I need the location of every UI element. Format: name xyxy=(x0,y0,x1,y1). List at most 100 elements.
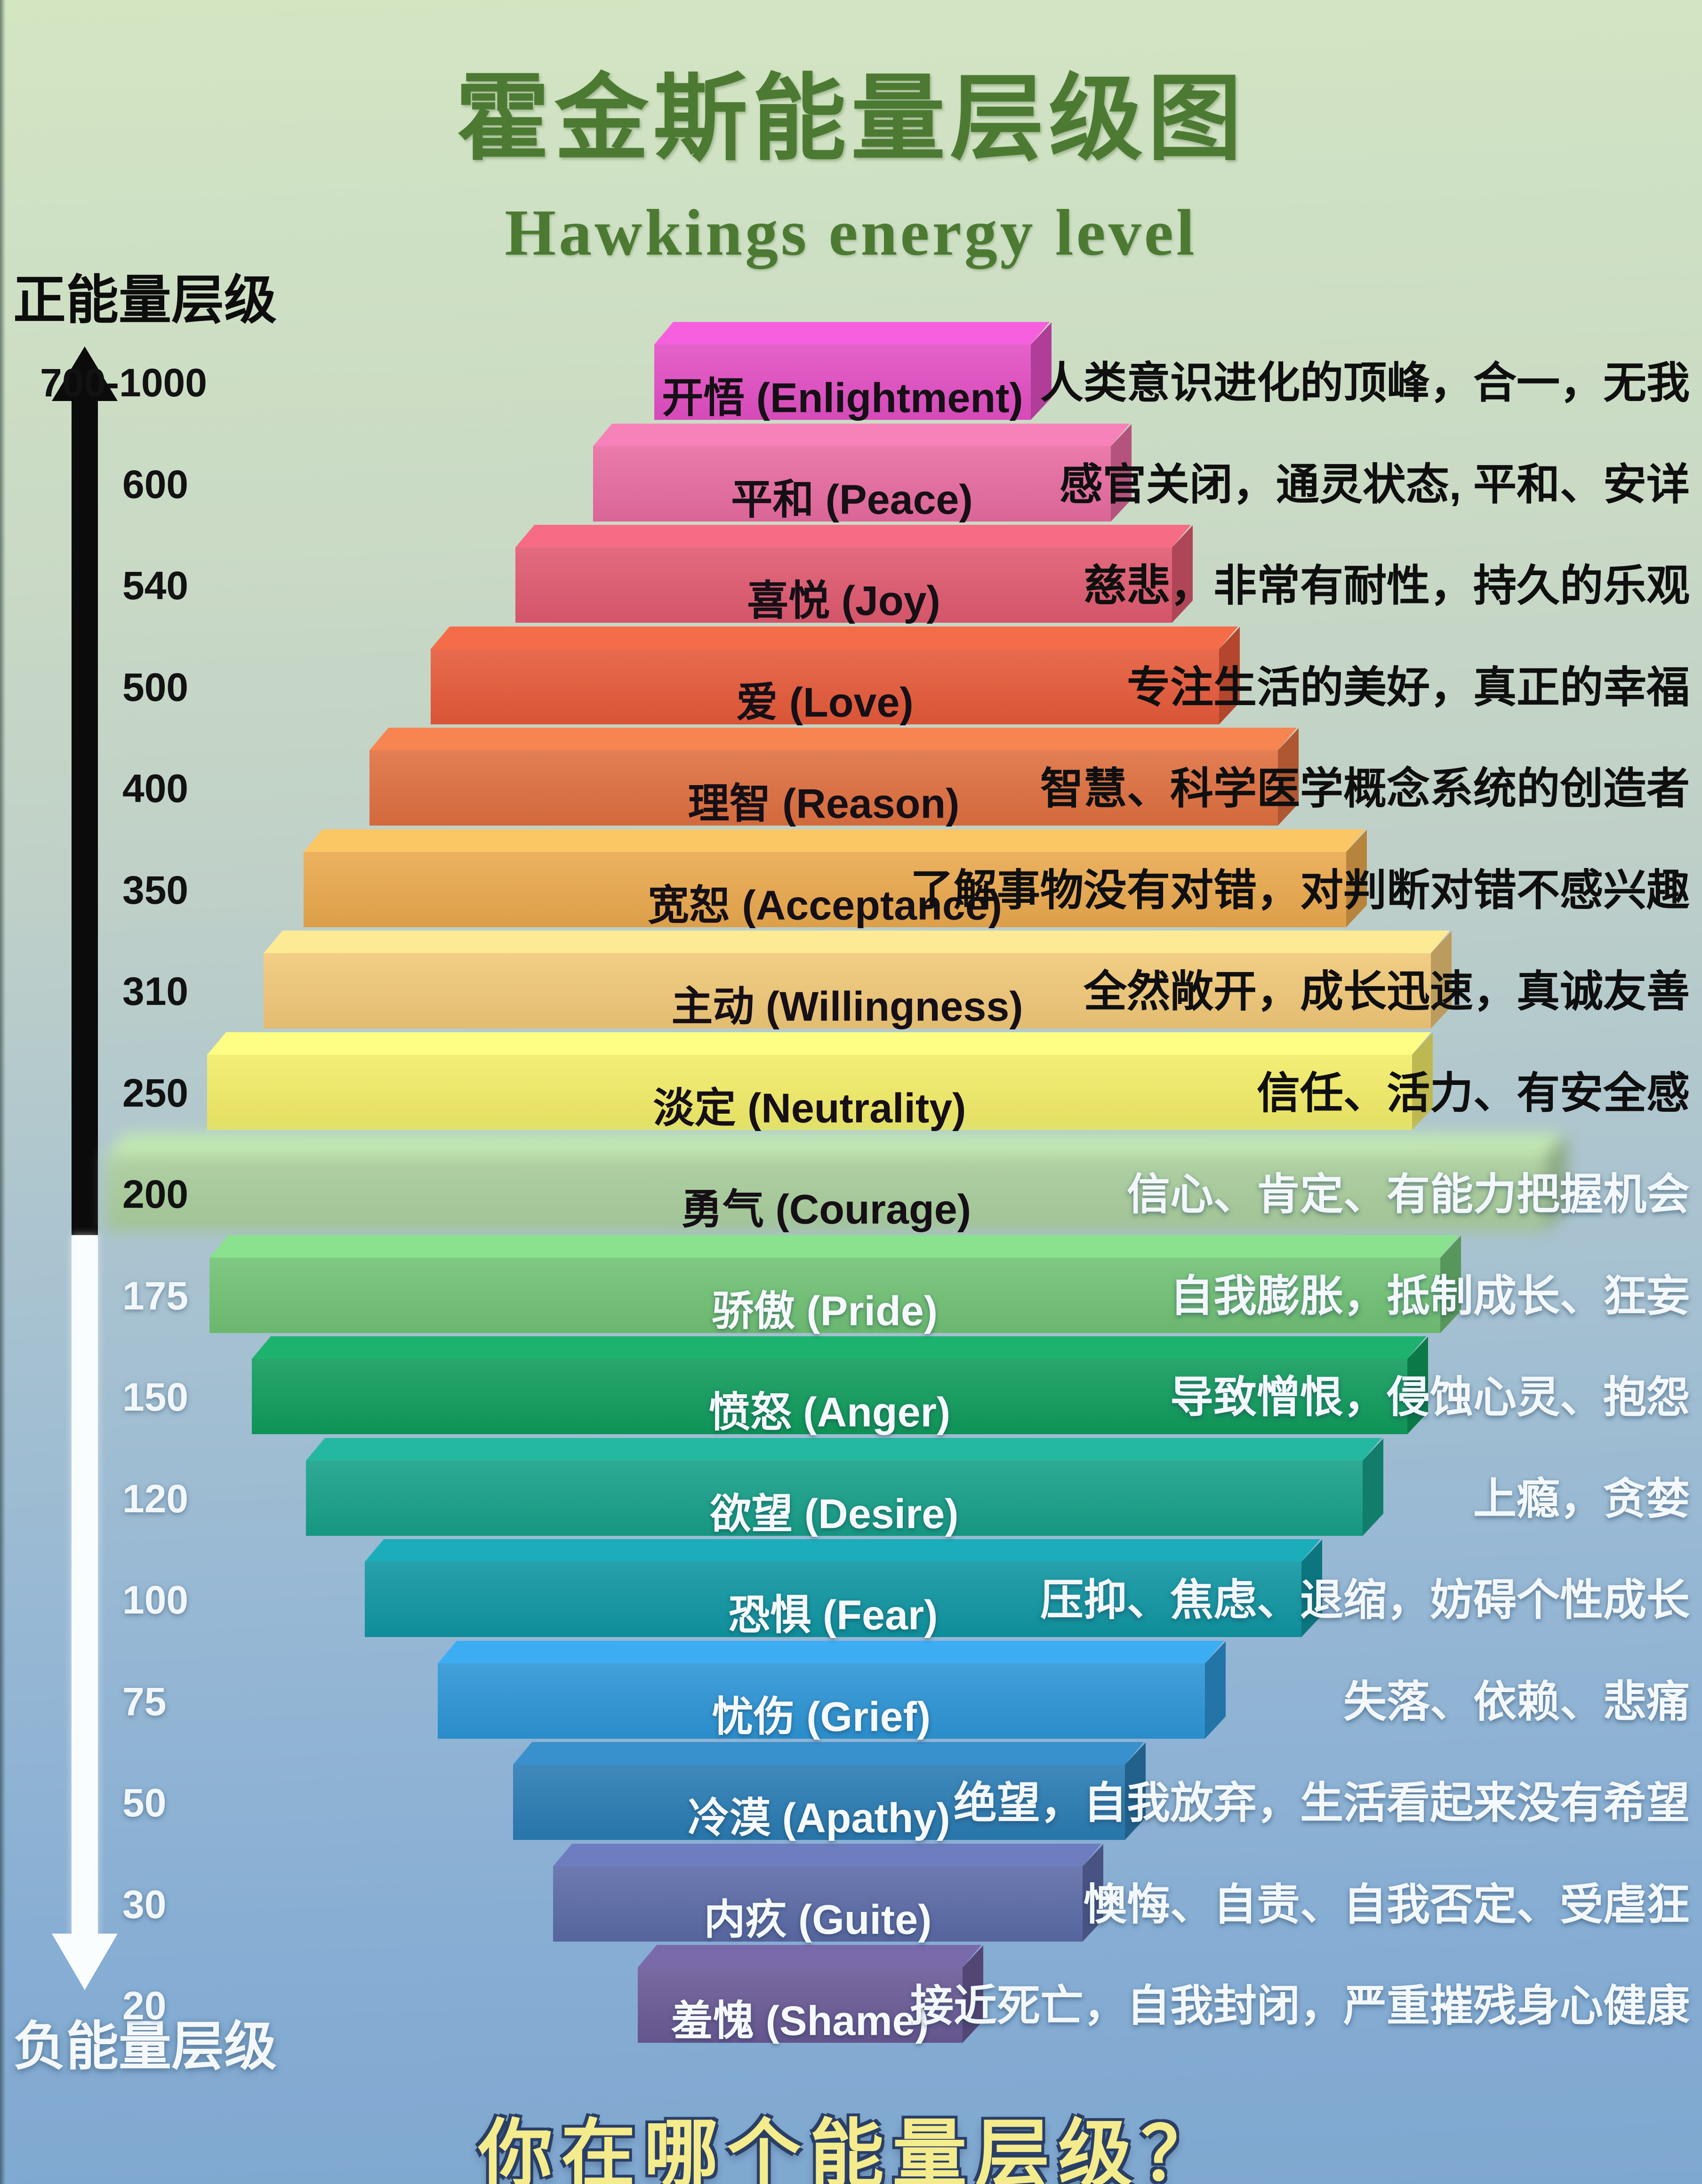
level-description-fear: 压抑、焦虑、退缩，妨碍个性成长 xyxy=(1040,1576,1690,1624)
level-value-desire: 120 xyxy=(122,1476,189,1521)
bar-front-face-anger xyxy=(252,1359,1407,1434)
bar-top-face-desire xyxy=(306,1437,1382,1461)
level-description-guite: 懊悔、自责、自我否定、受虐狂 xyxy=(1083,1880,1690,1929)
level-description-courage: 信心、肯定、有能力把握机会 xyxy=(1126,1171,1690,1219)
bar-top-face-anger xyxy=(252,1336,1427,1359)
level-value-acceptance: 350 xyxy=(122,867,189,912)
bar-pride xyxy=(209,1235,1461,1333)
level-description-peace: 感官关闭，通灵状态, 平和、安详 xyxy=(1059,460,1690,509)
bar-top-face-peace xyxy=(593,423,1130,446)
level-value-anger: 150 xyxy=(122,1375,189,1419)
level-description-enlightment: 人类意识进化的顶峰，合一，无我 xyxy=(1040,359,1690,407)
negative-axis-label: 负能量层级 xyxy=(13,2017,277,2076)
bar-front-face-fear xyxy=(365,1562,1301,1637)
bar-front-face-joy xyxy=(515,547,1172,623)
level-value-guite: 30 xyxy=(122,1882,167,1927)
bar-label-acceptance: 宽恕 (Acceptance) xyxy=(647,882,1003,928)
level-value-willingness: 310 xyxy=(122,969,189,1013)
level-description-willingness: 全然敞开，成长迅速，真诚友善 xyxy=(1083,968,1690,1016)
level-description-reason: 智慧、科学医学概念系统的创造者 xyxy=(1040,765,1690,813)
level-value-grief: 75 xyxy=(122,1679,167,1724)
bar-label-joy: 喜悦 (Joy) xyxy=(747,577,940,624)
negative-axis-line xyxy=(72,1235,98,1935)
level-value-peace: 600 xyxy=(122,462,189,506)
bar-front-face-apathy xyxy=(513,1765,1125,1840)
bar-front-face-shame xyxy=(638,1967,963,2043)
level-description-acceptance: 了解事物没有对错，对判断对错不感兴趣 xyxy=(910,866,1690,915)
bar-shame xyxy=(638,1945,983,2043)
bar-top-face-courage xyxy=(106,1133,1566,1156)
positive-axis-label: 正能量层级 xyxy=(13,271,277,329)
bar-front-face-courage xyxy=(106,1156,1546,1231)
bar-front-face-pride xyxy=(209,1257,1440,1333)
bar-anger xyxy=(252,1336,1428,1434)
bar-acceptance xyxy=(304,829,1367,927)
level-description-love: 专注生活的美好，真正的幸福 xyxy=(1126,663,1690,712)
bar-label-grief: 忧伤 (Grief) xyxy=(712,1693,931,1740)
bar-top-face-willingness xyxy=(264,931,1450,953)
bar-front-face-grief xyxy=(438,1663,1205,1739)
bar-peace xyxy=(593,423,1132,522)
bar-willingness xyxy=(264,931,1452,1028)
bar-top-face-joy xyxy=(515,525,1191,547)
positive-axis-line xyxy=(72,395,98,1235)
bar-label-shame: 羞愧 (Shame) xyxy=(671,1997,929,2044)
level-description-pride: 自我膨胀，抵制成长、狂妄 xyxy=(1170,1272,1690,1320)
page-title: 霍金斯能量层级图 xyxy=(455,68,1246,172)
level-description-desire: 上瘾，贪婪 xyxy=(1473,1475,1690,1523)
bar-love xyxy=(431,626,1240,724)
level-description-grief: 失落、依赖、悲痛 xyxy=(1343,1678,1690,1726)
bar-fear xyxy=(365,1539,1322,1637)
page-subtitle: Hawkings energy level xyxy=(505,196,1197,269)
bar-top-face-shame xyxy=(638,1945,982,1967)
level-description-neutrality: 信任、活力、有安全感 xyxy=(1256,1069,1690,1117)
level-value-neutrality: 250 xyxy=(122,1070,189,1115)
bar-label-guite: 内疚 (Guite) xyxy=(704,1896,932,1943)
bar-label-neutrality: 淡定 (Neutrality) xyxy=(653,1084,966,1131)
level-description-shame: 接近死亡，自我封闭，严重摧残身心健康 xyxy=(910,1982,1690,2030)
level-description-apathy: 绝望，自我放弃，生活看起来没有希望 xyxy=(953,1779,1690,1827)
level-value-pride: 175 xyxy=(122,1273,189,1318)
bar-front-face-acceptance xyxy=(304,851,1346,927)
level-value-courage: 200 xyxy=(122,1172,189,1216)
bar-label-willingness: 主动 (Willingness) xyxy=(671,983,1023,1030)
bar-label-courage: 勇气 (Courage) xyxy=(681,1186,971,1233)
bar-label-anger: 愤怒 (Anger) xyxy=(708,1389,951,1436)
bar-label-reason: 理智 (Reason) xyxy=(688,780,960,827)
bar-label-love: 爱 (Love) xyxy=(736,679,914,725)
bar-label-peace: 平和 (Peace) xyxy=(731,476,973,522)
bar-front-face-willingness xyxy=(264,953,1431,1028)
level-value-reason: 400 xyxy=(122,766,189,811)
bar-front-face-love xyxy=(431,649,1219,724)
level-value-apathy: 50 xyxy=(122,1781,167,1825)
level-value-fear: 100 xyxy=(122,1578,189,1622)
bar-front-face-guite xyxy=(553,1866,1083,1942)
bar-label-fear: 恐惧 (Fear) xyxy=(728,1591,938,1638)
bar-top-face-grief xyxy=(438,1640,1224,1663)
bar-top-face-fear xyxy=(365,1539,1321,1562)
bar-neutrality xyxy=(207,1032,1433,1130)
level-value-love: 500 xyxy=(122,665,189,709)
bar-front-face-enlightment xyxy=(654,345,1031,420)
bar-top-face-acceptance xyxy=(304,829,1365,852)
up-arrow-icon xyxy=(52,346,118,401)
bar-reason xyxy=(369,728,1299,826)
bar-courage xyxy=(106,1133,1567,1231)
down-arrow-icon xyxy=(52,1934,118,1990)
level-description-joy: 慈悲，非常有耐性，持久的乐观 xyxy=(1083,562,1690,610)
level-value-shame: 20 xyxy=(122,1983,167,2028)
bar-top-face-guite xyxy=(553,1843,1102,1866)
bar-top-face-reason xyxy=(369,728,1297,750)
bar-label-apathy: 冷漠 (Apathy) xyxy=(688,1794,950,1841)
level-value-joy: 540 xyxy=(122,563,189,608)
level-description-anger: 导致憎恨，侵蚀心灵、抱怨 xyxy=(1170,1373,1690,1421)
level-value-enlightment: 700-1000 xyxy=(40,361,207,405)
bar-top-face-love xyxy=(431,626,1238,649)
bar-label-desire: 欲望 (Desire) xyxy=(710,1490,959,1537)
bar-top-face-enlightment xyxy=(654,322,1050,345)
bar-front-face-peace xyxy=(593,446,1111,522)
bar-desire xyxy=(306,1437,1383,1536)
bar-grief xyxy=(438,1640,1226,1739)
bar-apathy xyxy=(513,1742,1146,1840)
